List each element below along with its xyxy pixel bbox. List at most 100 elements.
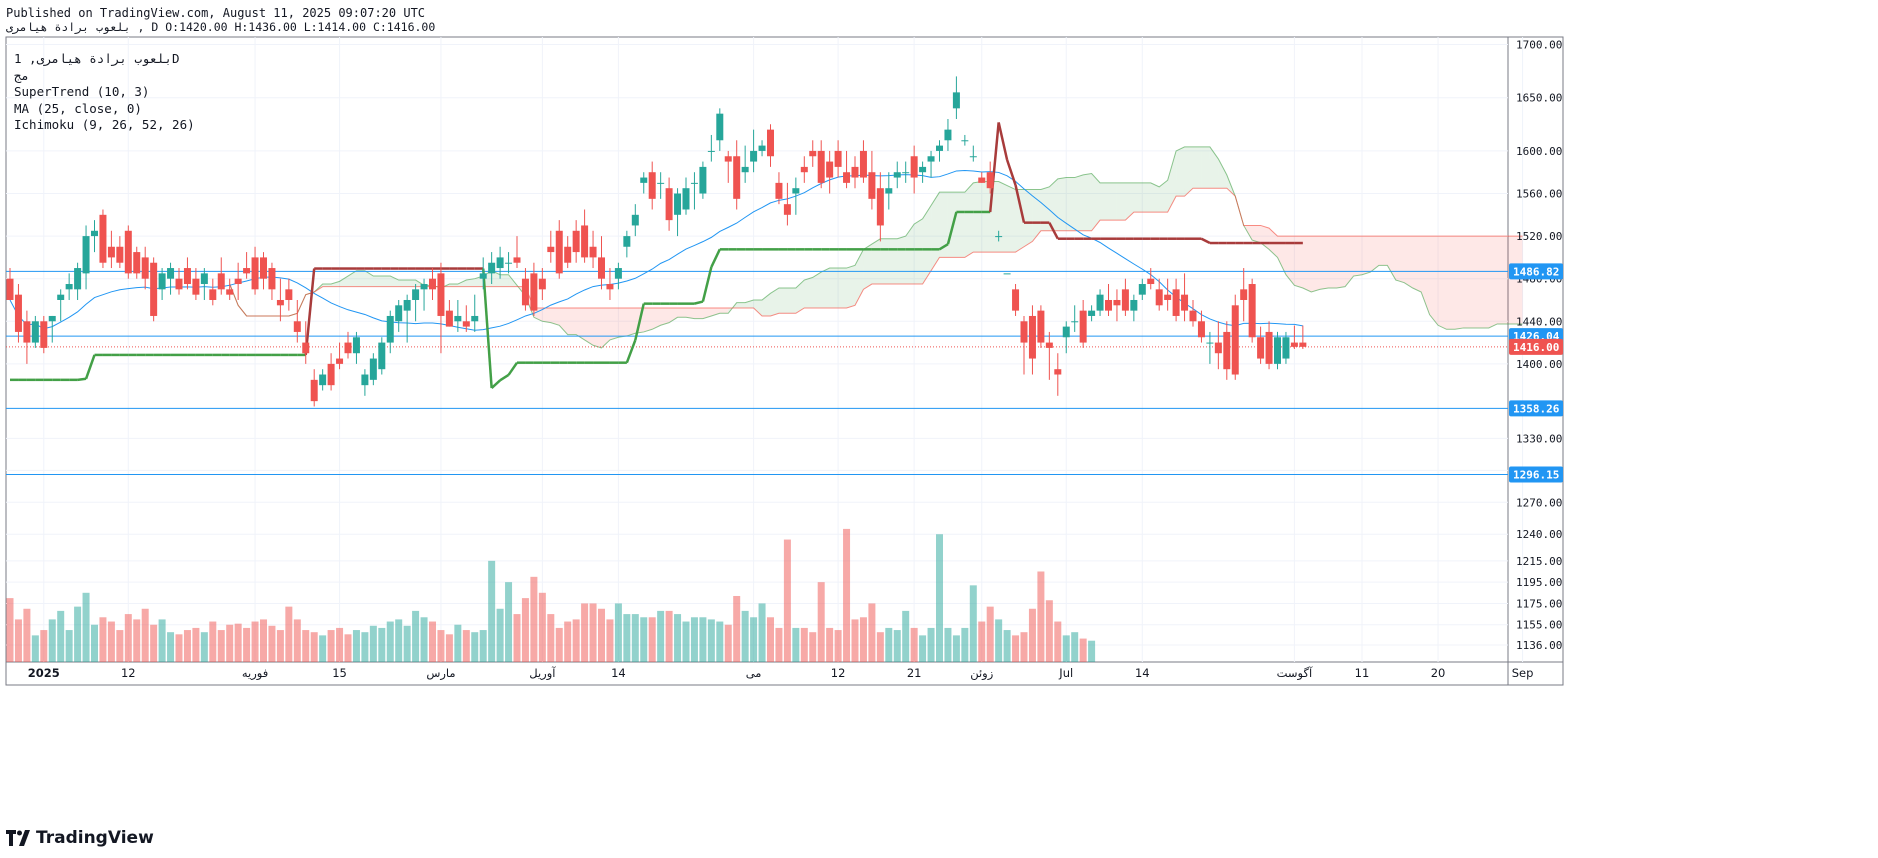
candle-body	[1121, 289, 1129, 311]
price-tick-label: 1270.00	[1516, 496, 1562, 509]
candle-body	[462, 321, 470, 327]
volume-bar	[800, 627, 808, 662]
candle	[1240, 268, 1248, 322]
candle-body	[944, 129, 952, 141]
ichimoku-cloud-segment	[1024, 189, 1033, 247]
volume-bar	[352, 630, 360, 662]
volume-bar	[336, 627, 344, 662]
candle	[927, 150, 935, 178]
candle-body	[750, 150, 758, 162]
candle-body	[598, 257, 605, 279]
candle	[40, 315, 48, 354]
candle	[150, 257, 158, 322]
candle	[589, 230, 597, 269]
candle	[1299, 325, 1307, 349]
candle	[243, 252, 251, 279]
candle-body	[521, 278, 529, 306]
ichimoku-cloud-segment	[1353, 236, 1362, 277]
ichimoku-cloud-segment	[1480, 236, 1489, 328]
legend-indicator-supertrend[interactable]: SuperTrend (10, 3)	[14, 84, 150, 99]
legend-indicator-ma[interactable]: MA (25, close, 0)	[14, 100, 142, 116]
volume-bar	[386, 621, 394, 662]
candle	[978, 172, 986, 183]
tradingview-logo[interactable]: TradingView	[6, 828, 154, 848]
candle-body	[31, 321, 39, 343]
ichimoku-cloud-segment	[609, 307, 619, 340]
ichimoku-cloud-segment	[1471, 236, 1481, 328]
candle	[82, 225, 90, 290]
ichimoku-cloud-segment	[1446, 236, 1455, 330]
volume-bar	[674, 614, 682, 662]
supertrend-segment	[625, 339, 637, 364]
candle-body	[505, 262, 513, 264]
supertrend-segment	[84, 354, 96, 380]
ichimoku-cloud-segment	[1412, 236, 1422, 293]
candle-body	[640, 177, 648, 183]
candle	[758, 140, 766, 157]
ichimoku-cloud-segment	[474, 276, 484, 287]
candle	[1147, 268, 1155, 290]
ichimoku-cloud-segment	[1404, 236, 1413, 289]
volume-bar	[505, 582, 513, 662]
legend-indicator-ichimoku[interactable]: Ichimoku (9, 26, 52, 26)	[14, 117, 195, 132]
ichimoku-cloud-segment	[500, 274, 509, 287]
candle	[581, 209, 589, 263]
candle	[783, 182, 791, 226]
candle	[910, 145, 918, 194]
candle	[834, 140, 842, 178]
candle	[141, 246, 149, 290]
candle-body	[1130, 299, 1138, 311]
volume-bar	[623, 614, 631, 662]
candle-body	[919, 166, 927, 173]
volume-bar	[826, 627, 834, 662]
ichimoku-cloud-segment	[356, 270, 365, 287]
candle-body	[792, 188, 800, 194]
ichimoku-cloud-segment	[719, 307, 729, 314]
ichimoku-cloud-segment	[669, 307, 678, 323]
candle-body	[555, 230, 563, 274]
candle-body	[1189, 310, 1197, 322]
candle	[1028, 305, 1036, 375]
candle	[572, 220, 580, 263]
candle-body	[648, 172, 656, 199]
candle-body	[268, 268, 276, 290]
candle-body	[513, 257, 521, 263]
volume-bar	[310, 632, 318, 662]
candle-body	[758, 145, 766, 151]
candle	[1231, 294, 1239, 380]
legend-symbol[interactable]: بلعوب برادة هيامرى, 1D	[14, 51, 180, 66]
candle	[200, 268, 208, 300]
candle	[648, 161, 656, 210]
ichimoku-cloud-segment	[1302, 236, 1312, 293]
ichimoku-cloud-segment	[1328, 236, 1337, 289]
candle	[775, 172, 783, 205]
candle-body	[496, 257, 504, 269]
candle	[437, 262, 445, 354]
candle	[403, 294, 411, 343]
candle	[665, 177, 673, 231]
time-tick-label: زوئن	[970, 666, 993, 681]
candle-body	[530, 273, 538, 311]
candle	[733, 140, 741, 210]
ichimoku-cloud-segment	[973, 181, 982, 253]
candle	[614, 262, 622, 290]
ichimoku-cloud-segment	[449, 284, 458, 287]
candle-body	[302, 342, 310, 354]
candle-body	[192, 278, 200, 295]
volume-bar	[876, 632, 884, 662]
supertrend-segment	[1005, 159, 1017, 186]
volume-bar	[716, 621, 724, 662]
candle	[1155, 278, 1163, 311]
volume-bar	[74, 606, 82, 662]
volume-bar	[724, 624, 732, 662]
candle-body	[589, 246, 597, 258]
candle	[1181, 273, 1189, 322]
volume-bar	[403, 625, 411, 662]
volume-bar	[276, 630, 284, 662]
candle	[707, 134, 715, 162]
time-tick-label: 14	[1135, 666, 1150, 680]
volume-bar	[564, 621, 572, 662]
ichimoku-cloud-segment	[1057, 177, 1067, 231]
candle-body	[1088, 310, 1096, 316]
